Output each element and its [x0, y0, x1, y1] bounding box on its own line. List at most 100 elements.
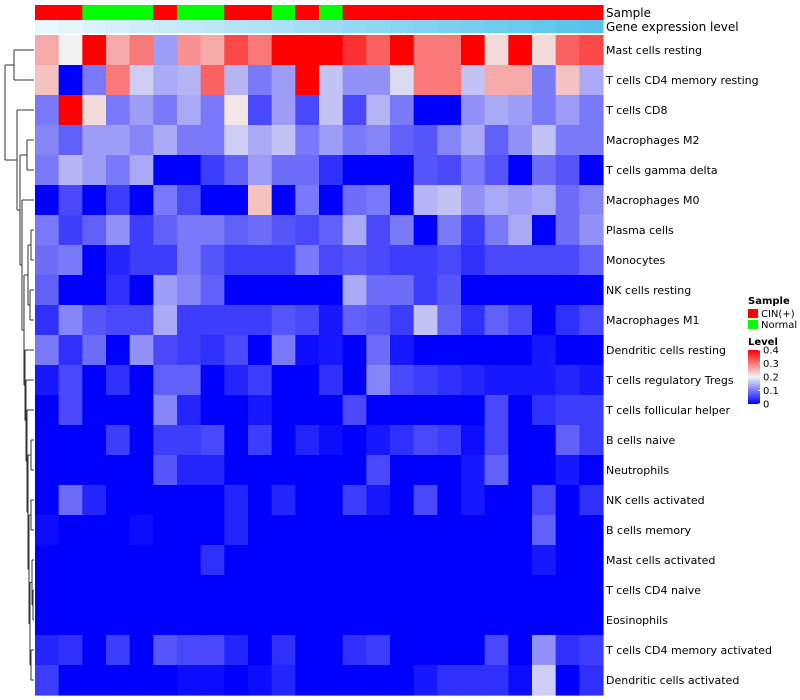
- heatmap-cell: [129, 335, 154, 366]
- heatmap-cell: [295, 605, 320, 636]
- heatmap-cell: [271, 65, 296, 96]
- heatmap-cell: [342, 635, 367, 666]
- heatmap-cell: [437, 215, 462, 246]
- heatmap-cell: [177, 545, 202, 576]
- heatmap-cell: [579, 35, 604, 66]
- heatmap-cell: [413, 545, 438, 576]
- heatmap-cell: [532, 35, 557, 66]
- heatmap-cell: [366, 605, 391, 636]
- heatmap-cell: [177, 185, 202, 216]
- heatmap-cell: [484, 35, 509, 66]
- heatmap-cell: [319, 665, 344, 696]
- sample-annotation-cell: [508, 5, 533, 20]
- heatmap-cell: [129, 185, 154, 216]
- expression-annotation-cell: [461, 20, 486, 33]
- heatmap-cell: [484, 65, 509, 96]
- heatmap-cell: [58, 665, 83, 696]
- heatmap-cell: [555, 335, 580, 366]
- heatmap-cell: [200, 425, 225, 456]
- heatmap-cell: [153, 155, 178, 186]
- heatmap-cell: [532, 245, 557, 276]
- heatmap-cell: [461, 335, 486, 366]
- sample-annotation-cell: [555, 5, 580, 20]
- heatmap-cell: [82, 125, 107, 156]
- row-label: T cells regulatory Tregs: [605, 374, 734, 387]
- heatmap-cell: [200, 485, 225, 516]
- heatmap-cell: [200, 35, 225, 66]
- heatmap-cell: [106, 95, 131, 126]
- heatmap-cell: [342, 575, 367, 606]
- heatmap-cell: [82, 575, 107, 606]
- heatmap-cell: [366, 35, 391, 66]
- heatmap-cell: [129, 395, 154, 426]
- expression-annotation-cell: [484, 20, 509, 33]
- heatmap-cell: [35, 245, 60, 276]
- heatmap-cell: [508, 515, 533, 546]
- heatmap-cell: [271, 275, 296, 306]
- heatmap-cell: [200, 455, 225, 486]
- heatmap-cell: [437, 95, 462, 126]
- heatmap-cell: [82, 275, 107, 306]
- heatmap-cell: [461, 275, 486, 306]
- heatmap-cell: [153, 605, 178, 636]
- heatmap-cell: [366, 305, 391, 336]
- heatmap-cell: [461, 665, 486, 696]
- heatmap-cell: [555, 275, 580, 306]
- heatmap-cell: [555, 635, 580, 666]
- heatmap-cell: [58, 635, 83, 666]
- heatmap-cell: [342, 215, 367, 246]
- row-label: T cells gamma delta: [605, 164, 718, 177]
- sample-annotation-cell: [248, 5, 273, 20]
- expression-annotation-cell: [413, 20, 438, 33]
- heatmap-cell: [366, 665, 391, 696]
- heatmap-cell: [295, 425, 320, 456]
- heatmap-cell: [579, 575, 604, 606]
- heatmap-cell: [129, 545, 154, 576]
- heatmap-cell: [461, 65, 486, 96]
- heatmap-cell: [413, 275, 438, 306]
- heatmap-cell: [319, 425, 344, 456]
- annotation-track-labels: Sample Gene expression level: [606, 6, 739, 34]
- heatmap-cell: [413, 395, 438, 426]
- heatmap-cell: [555, 665, 580, 696]
- heatmap-cell: [413, 215, 438, 246]
- sample-annotation-cell: [579, 5, 604, 20]
- heatmap-cell: [248, 665, 273, 696]
- row-label: T cells CD4 memory resting: [605, 74, 759, 87]
- heatmap-cell: [248, 305, 273, 336]
- heatmap-cell: [461, 635, 486, 666]
- heatmap-cell: [35, 335, 60, 366]
- heatmap-cell: [532, 545, 557, 576]
- heatmap-cell: [82, 605, 107, 636]
- heatmap-cell: [271, 245, 296, 276]
- heatmap-cell: [342, 365, 367, 396]
- heatmap-cell: [248, 155, 273, 186]
- heatmap-cell: [153, 125, 178, 156]
- heatmap-cell: [224, 125, 249, 156]
- heatmap-cell: [35, 545, 60, 576]
- heatmap-cell: [532, 335, 557, 366]
- heatmap-cell: [248, 125, 273, 156]
- heatmap-cell: [271, 485, 296, 516]
- heatmap-cell: [342, 95, 367, 126]
- heatmap-cell: [437, 125, 462, 156]
- heatmap-cell: [271, 185, 296, 216]
- heatmap-cell: [413, 455, 438, 486]
- heatmap-cell: [106, 65, 131, 96]
- heatmap-cell: [342, 605, 367, 636]
- heatmap-cell: [437, 575, 462, 606]
- heatmap-cell: [58, 575, 83, 606]
- heatmap-cell: [508, 305, 533, 336]
- row-label: NK cells activated: [606, 494, 705, 507]
- heatmap-cell: [271, 575, 296, 606]
- heatmap-cell: [295, 275, 320, 306]
- heatmap-cell: [129, 425, 154, 456]
- heatmap-cell: [366, 635, 391, 666]
- heatmap-cell: [224, 95, 249, 126]
- row-label: T cells CD4 memory activated: [605, 644, 772, 657]
- sample-annotation-cell: [366, 5, 391, 20]
- heatmap-cell: [129, 125, 154, 156]
- heatmap-cell: [58, 35, 83, 66]
- heatmap-cell: [271, 515, 296, 546]
- heatmap-cell: [390, 305, 415, 336]
